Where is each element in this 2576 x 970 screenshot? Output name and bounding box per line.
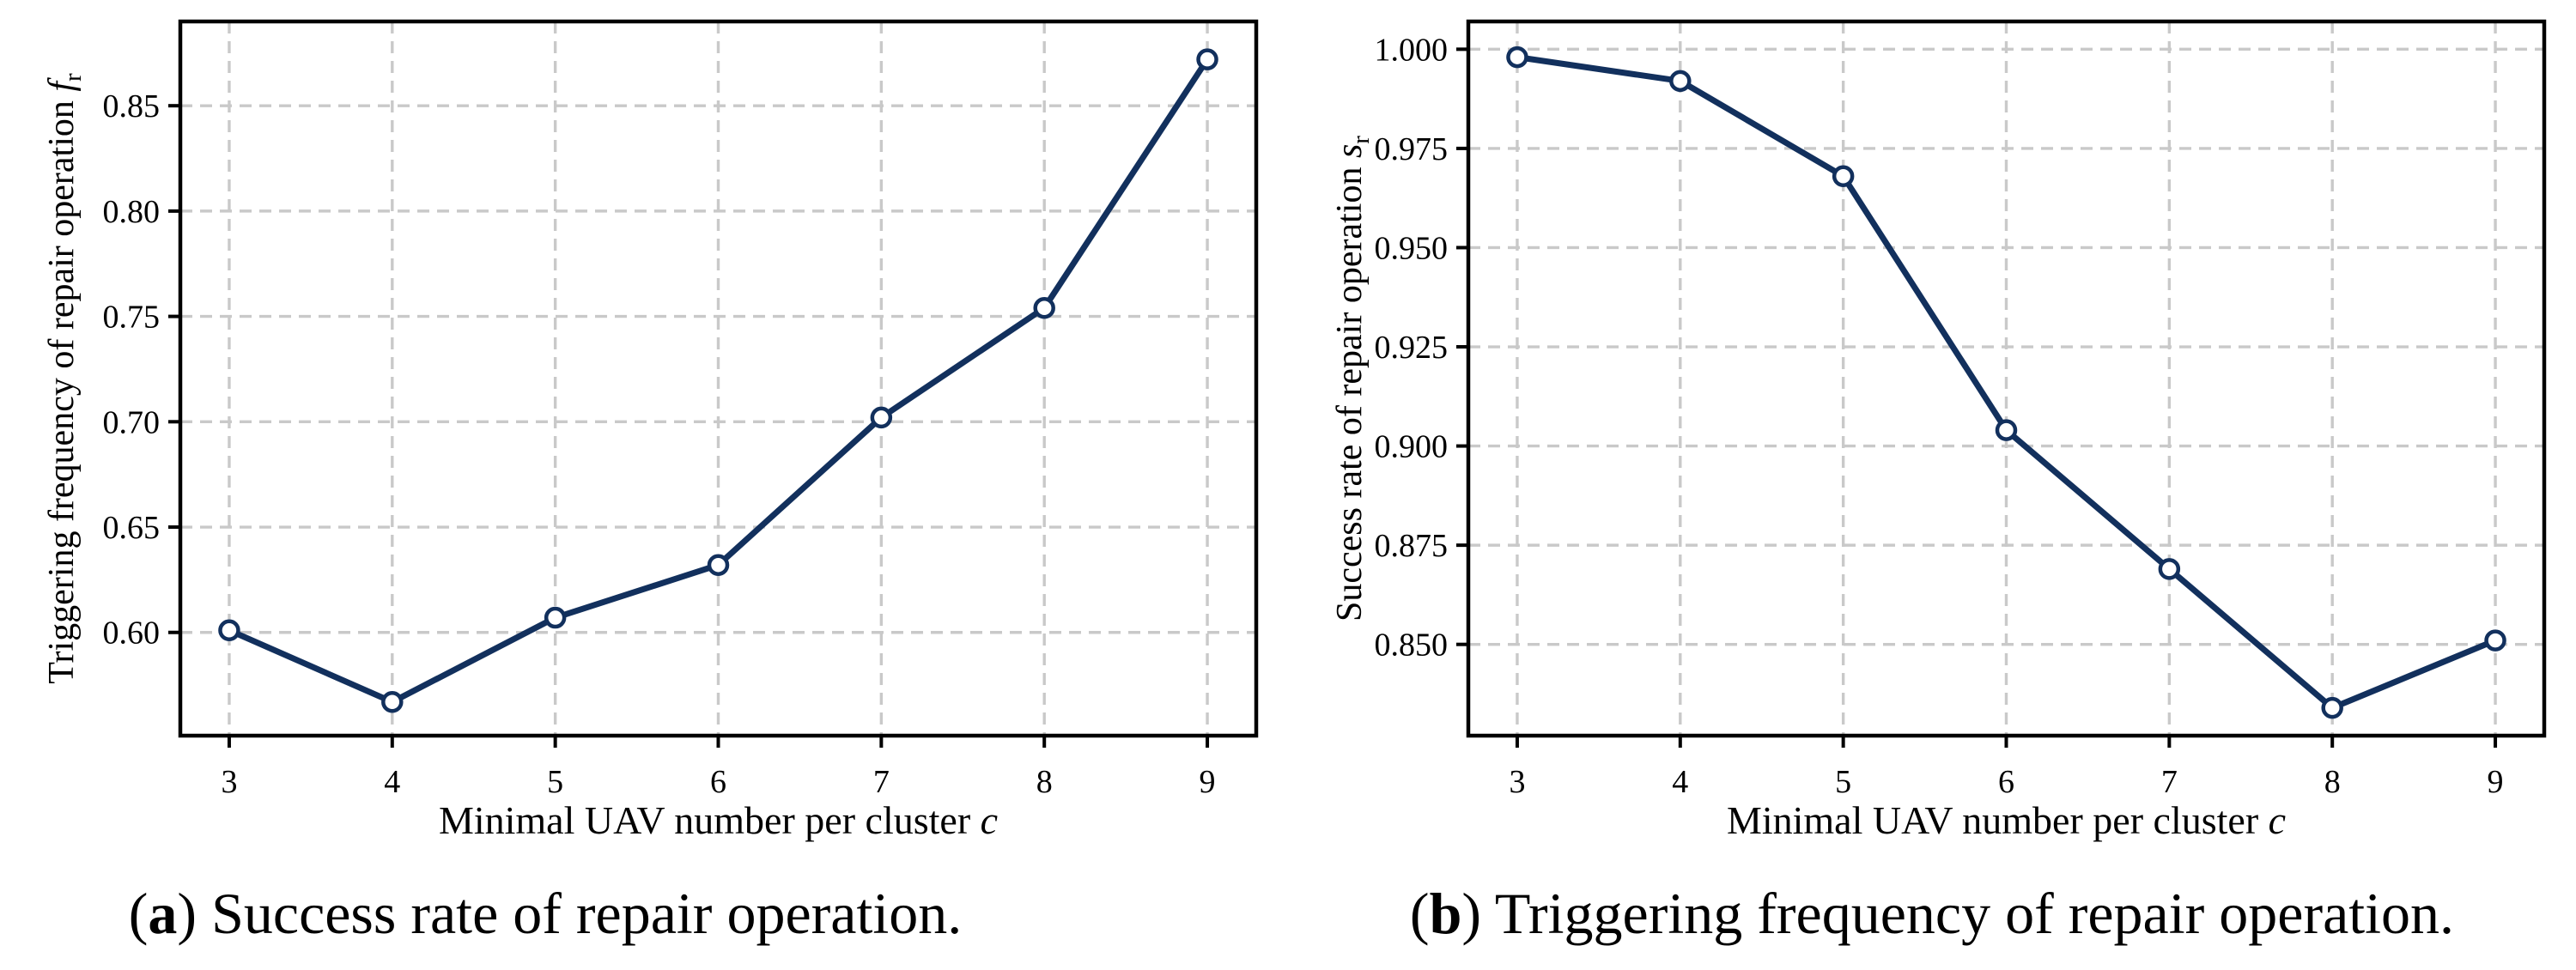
caption-paren-close: ) bbox=[177, 881, 197, 946]
y-tick-label: 0.975 bbox=[1375, 131, 1449, 167]
y-tick-label: 0.900 bbox=[1375, 429, 1449, 465]
caption-letter: a bbox=[148, 881, 178, 946]
data-point-success-rate bbox=[1995, 419, 2018, 441]
x-tick-label: 4 bbox=[384, 764, 400, 800]
y-tick-label: 0.925 bbox=[1375, 330, 1449, 366]
data-point-triggering-frequency bbox=[1196, 48, 1218, 70]
data-point-success-rate bbox=[2321, 696, 2343, 719]
subfigure-a: 3 4 5 6 7 8 9 0.60 0.65 0.70 0.75 0.80 0.85 Minimal U… bbox=[0, 0, 1288, 867]
y-tick-label: 0.875 bbox=[1375, 528, 1449, 564]
subcaption-a: (a) Success rate of repair operation. bbox=[9, 870, 1082, 956]
x-tick-label: 8 bbox=[1036, 764, 1053, 800]
x-tick-label: 9 bbox=[1200, 764, 1216, 800]
data-point-triggering-frequency bbox=[1033, 297, 1055, 319]
x-tick-label: 8 bbox=[2324, 764, 2341, 800]
subfigure-b: 3 4 5 6 7 8 9 0.850 0.875 0.900 0.925 0.950 0.975 1.0… bbox=[1288, 0, 2576, 867]
y-axis-label: Success rate of repair operation sr bbox=[1330, 136, 1375, 621]
y-tick-label: 0.60 bbox=[103, 615, 161, 652]
x-tick-label: 9 bbox=[2488, 764, 2504, 800]
x-tick-label: 3 bbox=[1509, 764, 1525, 800]
x-axis-label: Minimal UAV number per cluster c bbox=[439, 798, 998, 842]
y-tick-label: 0.950 bbox=[1375, 230, 1449, 266]
data-point-triggering-frequency bbox=[707, 554, 730, 576]
data-point-success-rate bbox=[1669, 70, 1692, 93]
data-point-success-rate bbox=[2484, 629, 2506, 652]
data-point-success-rate bbox=[2158, 558, 2181, 580]
data-point-triggering-frequency bbox=[870, 406, 893, 429]
x-tick-label: 6 bbox=[1998, 764, 2014, 800]
x-tick-label: 5 bbox=[547, 764, 563, 800]
data-point-triggering-frequency bbox=[544, 606, 567, 629]
y-tick-label: 1.000 bbox=[1375, 32, 1449, 68]
caption-paren-open: ( bbox=[128, 881, 149, 946]
y-axis-label: Triggering frequency of repair operation… bbox=[42, 73, 87, 684]
line-chart-success-rate: 3 4 5 6 7 8 9 0.850 0.875 0.900 0.925 0.950 0.975 1.0… bbox=[1330, 19, 2547, 842]
caption-text: Success rate of repair operation. bbox=[197, 881, 963, 946]
x-tick-label: 4 bbox=[1672, 764, 1688, 800]
y-tick-label: 0.85 bbox=[103, 88, 161, 124]
data-point-triggering-frequency bbox=[218, 619, 240, 642]
y-tick-label: 0.75 bbox=[103, 300, 161, 336]
data-point-success-rate bbox=[1506, 45, 1528, 69]
data-point-triggering-frequency bbox=[381, 690, 404, 713]
y-tick-label: 0.65 bbox=[103, 510, 161, 546]
x-tick-label: 7 bbox=[2161, 764, 2178, 800]
x-tick-label: 7 bbox=[873, 764, 890, 800]
y-tick-label: 0.850 bbox=[1375, 627, 1449, 664]
y-tick-label: 0.70 bbox=[103, 404, 161, 440]
line-chart-triggering-frequency: 3 4 5 6 7 8 9 0.60 0.65 0.70 0.75 0.80 0.85 Minimal U… bbox=[42, 19, 1259, 842]
caption-text: Triggering frequency of repair operation… bbox=[1481, 881, 2455, 946]
caption-paren-open: ( bbox=[1409, 881, 1430, 946]
caption-paren-close: ) bbox=[1461, 881, 1482, 946]
x-axis-label: Minimal UAV number per cluster c bbox=[1727, 798, 2286, 842]
x-tick-label: 6 bbox=[710, 764, 726, 800]
x-tick-label: 5 bbox=[1835, 764, 1851, 800]
x-tick-label: 3 bbox=[221, 764, 237, 800]
data-point-success-rate bbox=[1832, 165, 1855, 188]
y-tick-label: 0.80 bbox=[103, 194, 161, 230]
caption-letter: b bbox=[1429, 881, 1462, 946]
subcaption-b: (b) Triggering frequency of repair opera… bbox=[1292, 870, 2572, 956]
